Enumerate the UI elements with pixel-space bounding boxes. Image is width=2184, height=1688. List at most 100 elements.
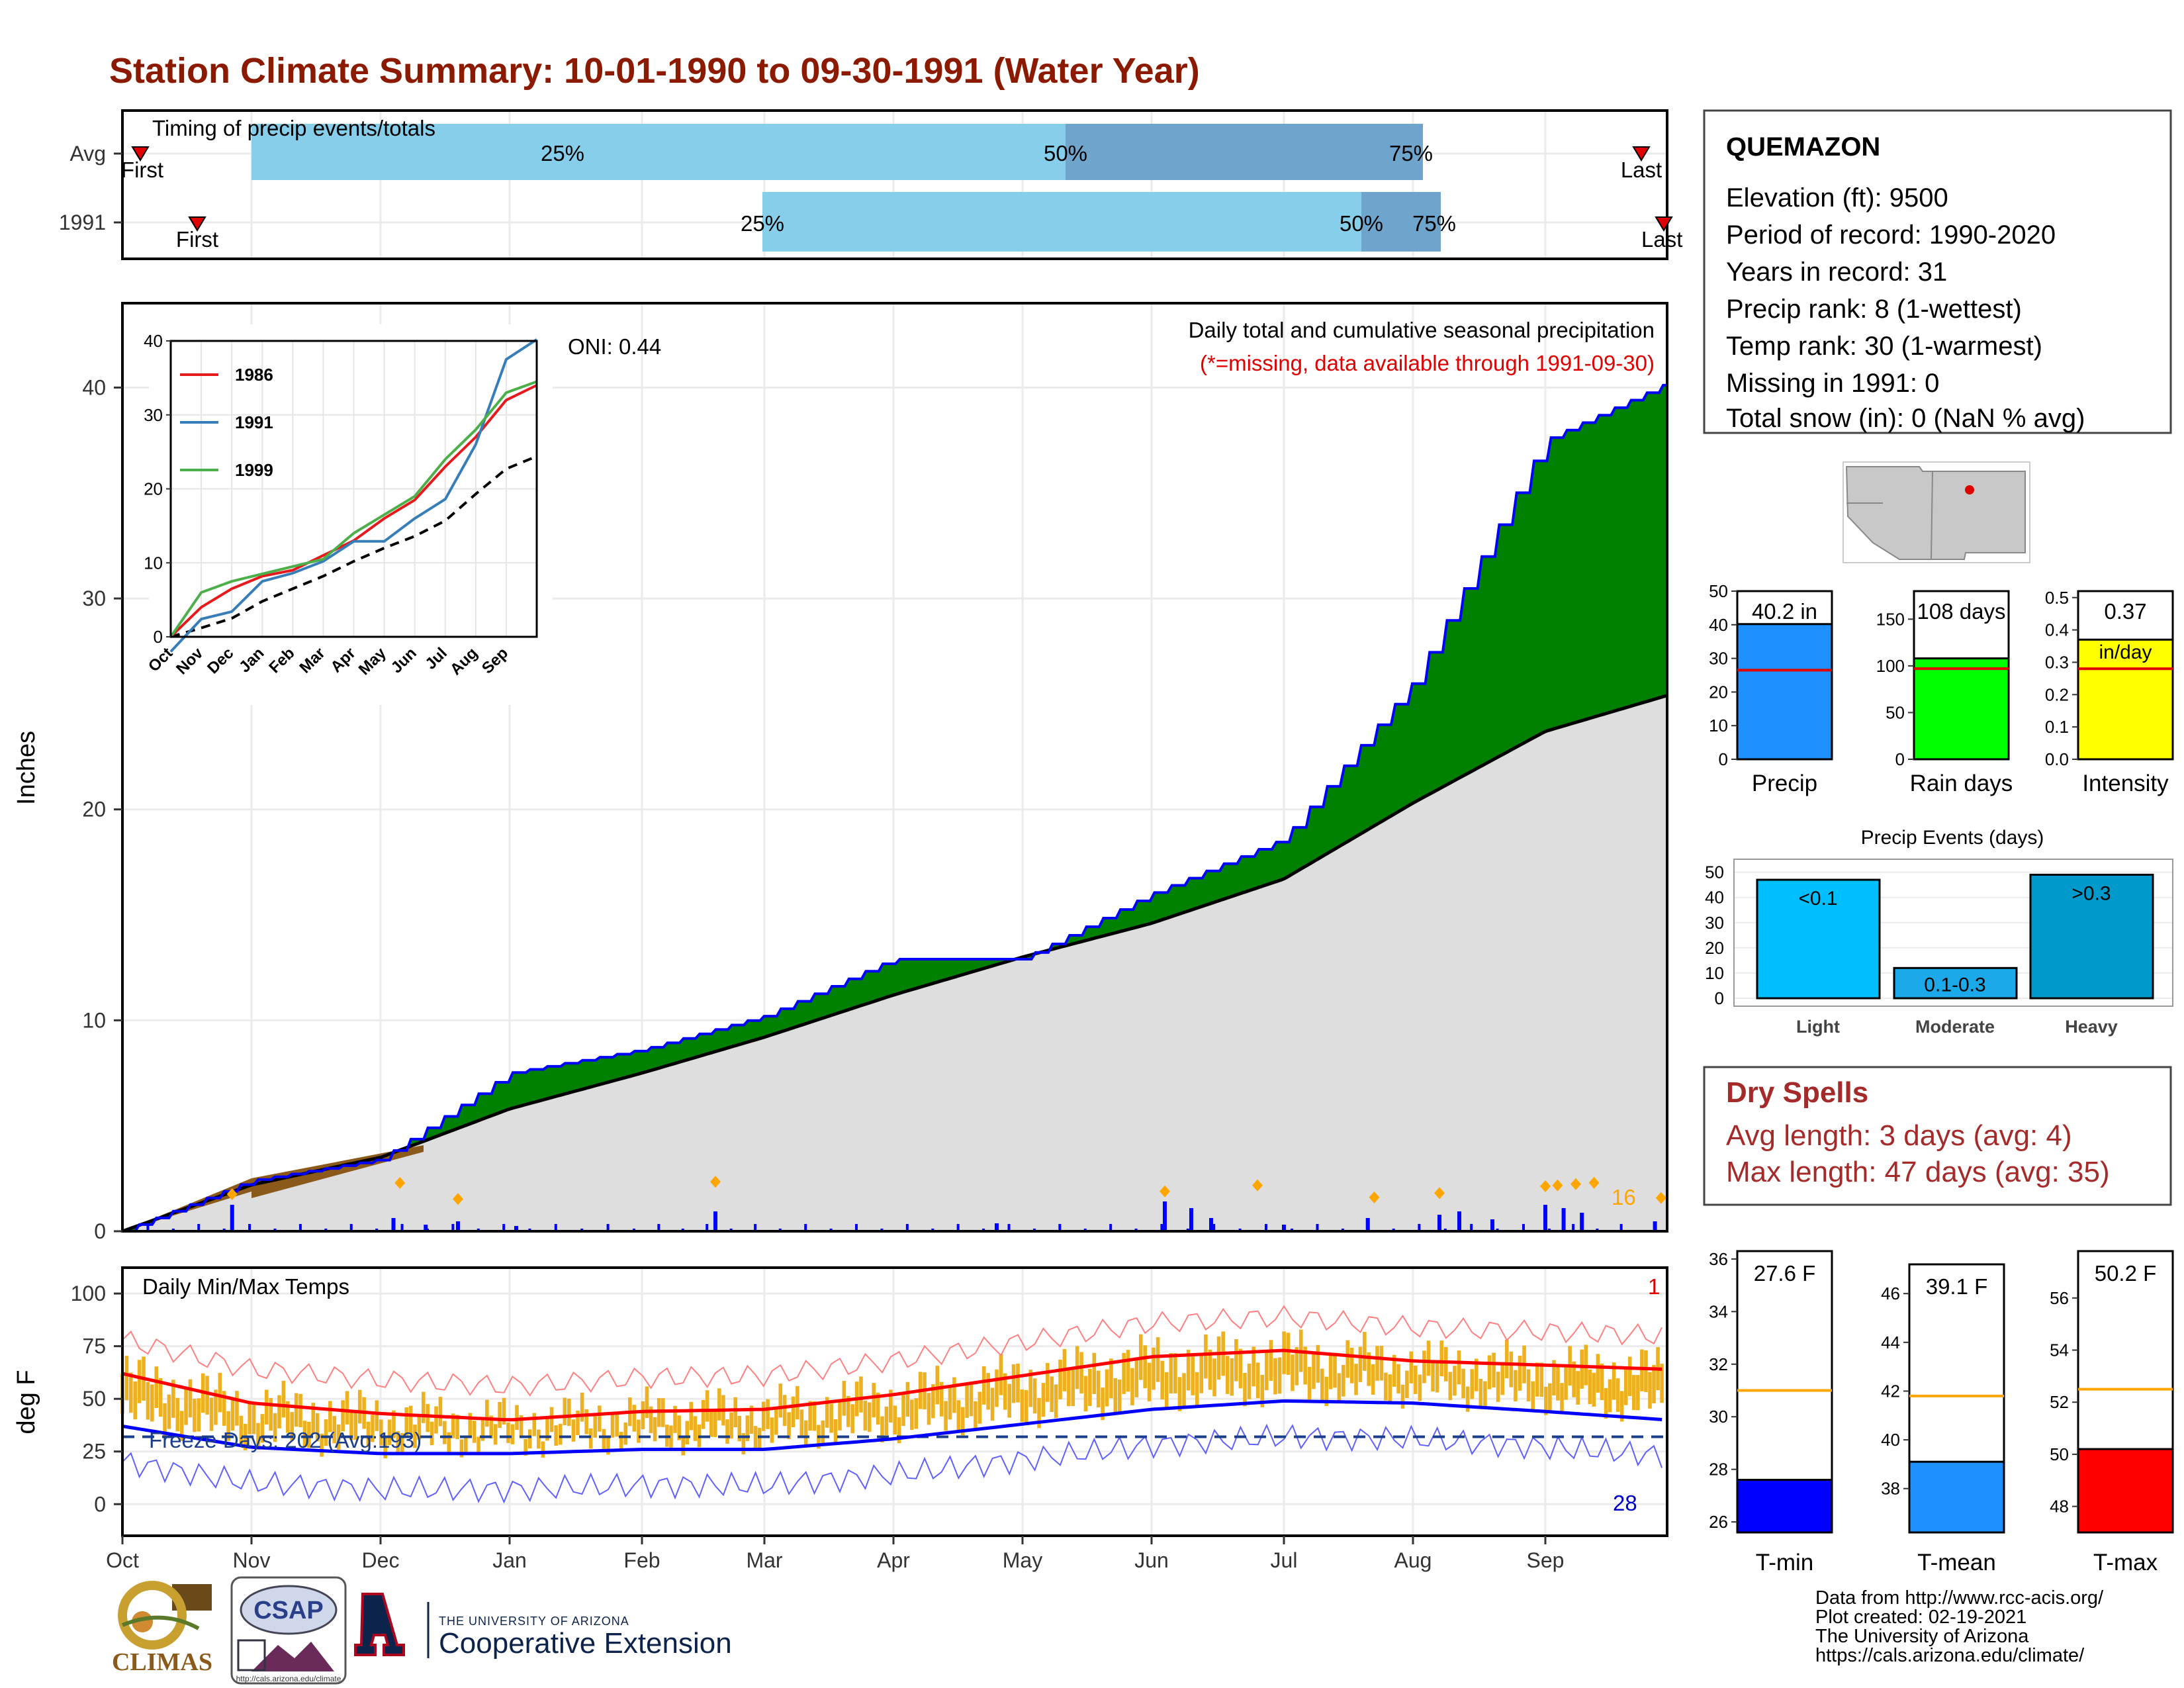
daily-temp-bar [770,1417,774,1443]
daily-temp-bar [281,1380,286,1418]
daily-temp-bar [1337,1373,1342,1403]
daily-temp-bar [430,1421,434,1446]
daily-temp-bar [1409,1351,1414,1383]
daily-precip-bar [1282,1225,1286,1231]
daily-temp-bar [1225,1356,1230,1394]
daily-temp-bar [632,1405,637,1432]
temp-title: Daily Min/Max Temps [142,1274,349,1299]
daily-temp-bar [371,1415,375,1442]
climas-logo-text: CLIMAS [112,1648,212,1676]
station-years: Years in record: 31 [1726,258,1947,287]
precip-ytick-label: 10 [82,1008,106,1032]
daily-temp-bar [1548,1383,1552,1413]
daily-precip-bar [713,1211,717,1231]
daily-temp-bar [1130,1368,1134,1405]
daily-precip-bar [248,1224,251,1231]
daily-temp-bar [451,1413,455,1438]
dry-spells-avg: Avg length: 3 days (avg: 4) [1726,1119,2072,1152]
daily-temp-bar [1041,1383,1046,1417]
daily-temp-bar [1439,1340,1444,1377]
month-label: Dec [362,1548,400,1572]
daily-temp-bar [443,1421,447,1444]
daily-temp-bar [1612,1362,1616,1400]
daily-temp-bar [717,1388,721,1421]
daily-temp-bar [175,1397,180,1432]
max-record-count: 1 [1648,1274,1660,1299]
daily-temp-bar [995,1369,999,1407]
daily-temp-bar [567,1398,571,1427]
daily-temp-bar [1016,1363,1020,1403]
daily-temp-bar [1531,1381,1535,1411]
daily-temp-bar [438,1397,443,1427]
daily-temp-bar [146,1382,150,1420]
daily-temp-bar [1117,1380,1122,1415]
heavy-event-marker [453,1193,463,1205]
daily-temp-bar [468,1413,473,1438]
daily-temp-bar [1632,1375,1636,1411]
daily-temp-bar [396,1431,400,1454]
daily-temp-bar [623,1422,628,1445]
avg-max-line [122,1348,1662,1422]
avg-last-marker [1632,146,1651,162]
daily-temp-bar [171,1380,175,1418]
daily-precip-bar [400,1224,404,1231]
daily-temp-bar [876,1392,880,1425]
record-min-line [122,1423,1663,1504]
daily-temp-bar [1204,1334,1208,1379]
daily-temp-bar [610,1413,615,1438]
events-tick-label: 0 [1715,988,1724,1008]
daily-temp-bar [1028,1370,1033,1407]
mini-bar-tick-label: 0.5 [2045,588,2069,608]
heavy-event-marker [1540,1180,1551,1192]
daily-temp-bar [709,1410,713,1437]
daily-temp-bar [1379,1346,1384,1381]
daily-temp-bar [549,1407,554,1432]
daily-temp-bar [787,1412,791,1439]
temp-bar-value: 27.6 F [1754,1261,1816,1286]
climas-logo: CLIMAS [112,1581,212,1676]
temp-bar-tick-label: 32 [1709,1354,1728,1374]
daily-temp-bar [324,1419,328,1446]
daily-temp-bar [1126,1350,1130,1392]
daily-temp-bar [1405,1370,1409,1398]
daily-temp-bar [1492,1352,1496,1387]
daily-temp-bar [602,1429,606,1450]
daily-temp-bar [693,1416,698,1441]
daily-temp-bar [1552,1360,1556,1396]
daily-temp-bar [1623,1368,1628,1405]
station-elevation: Elevation (ft): 9500 [1726,183,1948,212]
events-frame [1733,859,2173,1007]
daily-temp-bar [523,1438,527,1456]
mini-bar-charts: 40.2 in 0 10 20 30 40 50 Precip 108 days 0 50 100 15… [1709,581,2174,796]
events-tick-label: 10 [1705,963,1724,983]
daily-temp-bar [1627,1356,1632,1397]
daily-temp-bar [960,1407,965,1436]
daily-temp-bar [1007,1383,1011,1418]
daily-temp-bar [447,1432,451,1453]
daily-temp-bar [1152,1347,1156,1390]
y1991-p75-label: 75% [1412,211,1456,236]
temp-bar-T-max [2077,1448,2174,1534]
mini-bar-tick-label: 0.3 [2045,652,2069,672]
temp-bar-tick-label: 36 [1709,1249,1728,1269]
daily-temp-bar [1544,1386,1548,1415]
daily-precip-bar [298,1224,302,1231]
daily-temp-bar [838,1400,842,1430]
mini-bar-tick-label: 0 [1719,749,1728,769]
temp-bar-tick-label: 26 [1709,1512,1728,1532]
daily-temp-bar [264,1389,269,1425]
daily-temp-bar [1247,1363,1251,1399]
daily-temp-bar [598,1405,602,1432]
daily-temp-bar [1526,1369,1531,1401]
daily-temp-bar [554,1425,558,1446]
temp-bar-tick-label: 50 [2050,1444,2069,1464]
daily-temp-bar [477,1436,480,1455]
inset-series-1991 [169,338,538,653]
record-max-line [122,1305,1662,1397]
daily-temp-bar [1208,1349,1212,1390]
daily-temp-bar [506,1422,510,1443]
daily-temp-bar [1648,1372,1652,1409]
mini-bar-tick-label: 0 [1895,749,1905,769]
daily-temp-bar [1312,1353,1316,1389]
